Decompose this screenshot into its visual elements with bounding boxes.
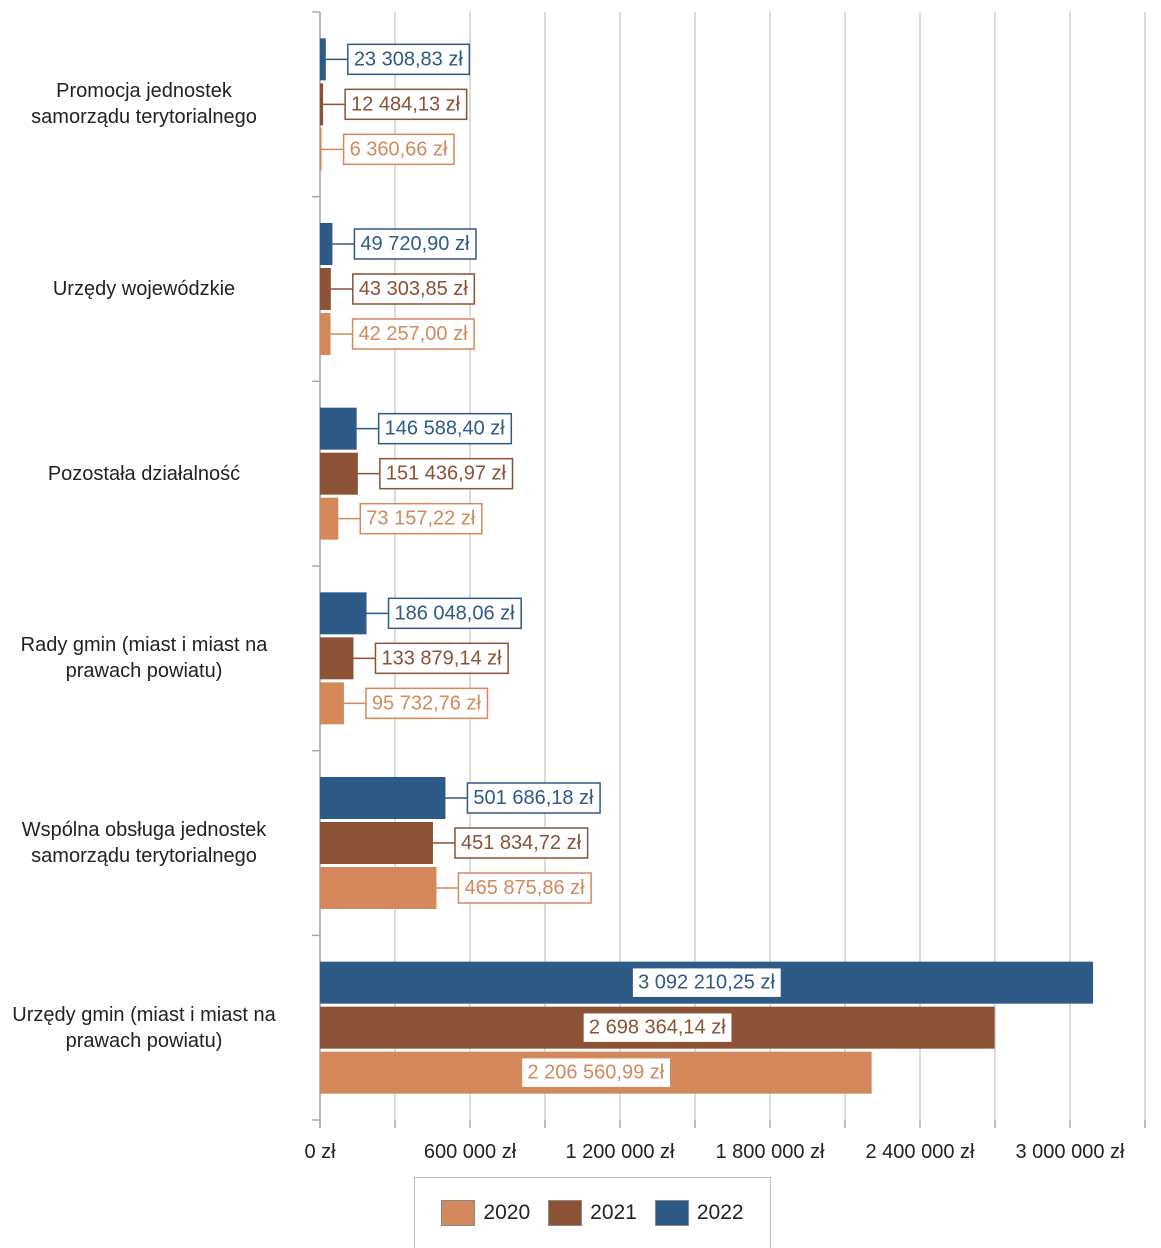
x-tick-label: 2 400 000 zł: [866, 1141, 976, 1163]
value-label: 73 157,22 zł: [366, 508, 476, 530]
x-tick-label: 0 zł: [304, 1141, 336, 1163]
value-label-group: 73 157,22 zł: [338, 502, 483, 535]
value-label: 49 720,90 zł: [360, 233, 470, 255]
chart: 0 zł 600 000 zł 1 200 000 zł 1 800 000 zł 2 …: [304, 11, 1146, 1163]
value-label: 12 484,13 zł: [351, 93, 461, 115]
label-box: [374, 642, 509, 675]
bar: [320, 777, 446, 819]
value-label-group: 186 048,06 zł: [366, 597, 522, 630]
label-box: [582, 1011, 733, 1044]
value-label-group: 6 360,66 zł: [321, 133, 455, 166]
legend-label: 2021: [590, 1201, 637, 1224]
category-label: Promocja jednostek samorządu terytorialn…: [31, 80, 257, 129]
legend-swatch: [441, 1200, 476, 1226]
bar: [320, 268, 331, 310]
value-label-group: 49 720,90 zł: [332, 228, 477, 260]
value-label-group: 12 484,13 zł: [323, 88, 468, 121]
value-label-group: 451 834,72 zł: [432, 827, 589, 859]
value-label: 43 303,85 zł: [359, 278, 469, 300]
category-label: Rady gmin (miast i miast na prawach powi…: [20, 634, 268, 683]
value-label-group: 42 257,00 zł: [330, 318, 475, 350]
label-box: [359, 502, 483, 535]
value-label: 3 092 210,25 zł: [638, 972, 775, 994]
legend-swatch: [654, 1200, 689, 1226]
value-label-group: 95 732,76 zł: [343, 687, 489, 720]
value-label: 2 206 560,99 zł: [527, 1062, 664, 1084]
legend-item: 2022: [654, 1200, 744, 1226]
category-label: Urzędy gmin (miast i miast na prawach po…: [12, 1003, 276, 1052]
category-label: Pozostała działalność: [47, 462, 241, 485]
label-box: [347, 43, 471, 76]
value-label-group: 465 875,86 zł: [436, 872, 592, 904]
value-label: 133 879,14 zł: [381, 647, 502, 669]
bar: [320, 452, 358, 495]
label-box: [387, 597, 522, 630]
bar: [320, 592, 367, 635]
value-label: 23 308,83 zł: [354, 48, 464, 70]
label-box: [520, 1056, 672, 1089]
x-tick-label: 1 800 000 zł: [716, 1141, 826, 1163]
label-box: [631, 966, 783, 999]
legend-label: 2022: [696, 1201, 744, 1224]
legend-label: 2020: [483, 1201, 531, 1224]
value-label: 186 048,06 zł: [395, 602, 516, 624]
value-label-group: 146 588,40 zł: [356, 412, 513, 445]
bar: [320, 497, 339, 540]
value-label: 146 588,40 zł: [385, 418, 506, 440]
value-label: 465 875,86 zł: [464, 877, 585, 899]
label-box: [457, 872, 592, 904]
legend-item: 2020: [441, 1200, 530, 1226]
value-label-group: 151 436,97 zł: [357, 457, 514, 490]
bar: [320, 128, 322, 171]
x-tick-label: 3 000 000 zł: [1016, 1141, 1126, 1163]
bar: [320, 867, 437, 909]
value-label: 95 732,76 zł: [372, 692, 482, 714]
value-label-group: 2 698 364,14 zł: [582, 1011, 733, 1044]
bar: [320, 38, 326, 81]
bar: [320, 822, 433, 864]
value-label-group: 43 303,85 zł: [330, 273, 476, 305]
bar: [320, 682, 344, 725]
bar: [320, 83, 324, 126]
bar: [320, 407, 357, 450]
value-label-group: 133 879,14 zł: [353, 642, 509, 675]
legend: 2020 2021 2022: [414, 1177, 771, 1248]
value-label: 42 257,00 zł: [359, 323, 469, 345]
label-box: [351, 318, 475, 350]
bar: [320, 313, 331, 355]
label-box: [353, 228, 477, 260]
label-box: [466, 782, 601, 814]
legend-swatch: [548, 1200, 583, 1226]
value-label: 2 698 364,14 zł: [589, 1017, 726, 1039]
value-label-group: 501 686,18 zł: [445, 782, 601, 814]
bar: [320, 223, 333, 265]
label-box: [342, 133, 455, 166]
label-box: [365, 687, 489, 720]
x-tick-label: 600 000 zł: [424, 1141, 517, 1163]
value-label-group: 23 308,83 zł: [325, 43, 471, 76]
value-label: 151 436,97 zł: [386, 463, 507, 485]
value-label: 501 686,18 zł: [473, 787, 594, 809]
category-label: Wspólna obsługa jednostek samorządu tery…: [21, 819, 267, 867]
label-box: [344, 88, 468, 121]
label-box: [352, 273, 476, 305]
value-label-group: 2 206 560,99 zł: [520, 1056, 672, 1089]
value-label-group: 3 092 210,25 zł: [631, 966, 783, 999]
category-label: Urzędy wojewódzkie: [52, 278, 236, 300]
bar: [320, 637, 354, 680]
legend-item: 2021: [548, 1200, 637, 1226]
value-label: 451 834,72 zł: [461, 832, 582, 854]
value-label: 6 360,66 zł: [350, 138, 448, 160]
x-tick-label: 1 200 000 zł: [566, 1141, 676, 1163]
